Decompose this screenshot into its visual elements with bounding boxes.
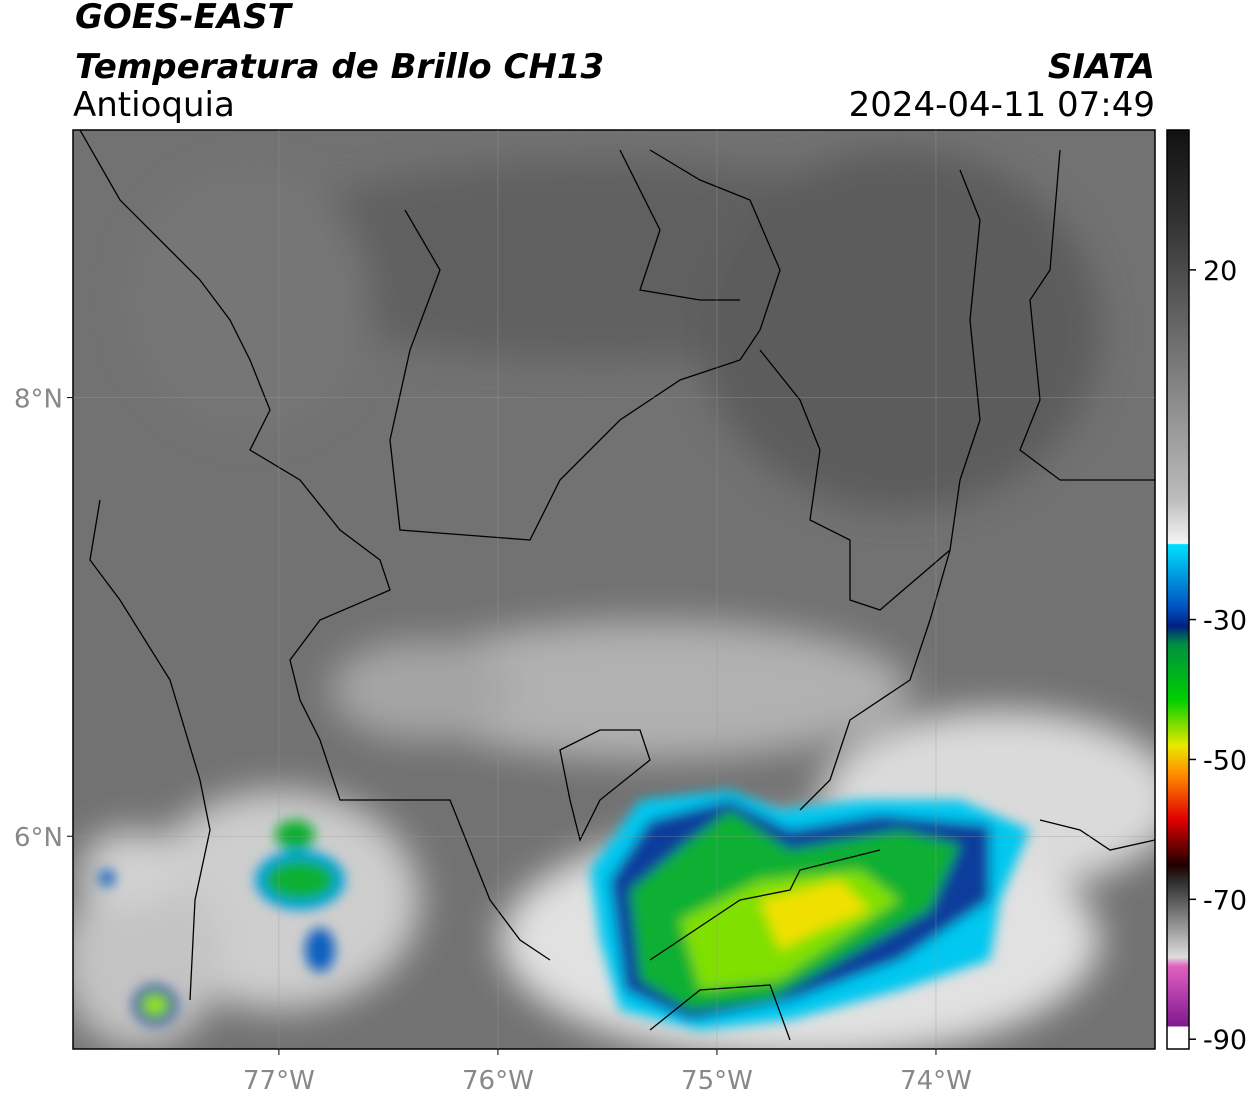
colorbar bbox=[1166, 129, 1190, 1050]
y-tick-label: 6°N bbox=[14, 823, 63, 853]
x-tick-label: 77°W bbox=[243, 1066, 315, 1096]
title: GOES-EAST bbox=[75, 0, 294, 37]
colorbar-label: -50 bbox=[1203, 745, 1247, 776]
x-tick-label: 74°W bbox=[900, 1066, 972, 1096]
x-tick-label: 75°W bbox=[681, 1066, 753, 1096]
source: SIATA bbox=[1048, 47, 1155, 87]
datetime: 2024-04-11 07:49 bbox=[849, 85, 1155, 125]
colorbar-label: -30 bbox=[1203, 606, 1247, 637]
x-tick-label: 76°W bbox=[462, 1066, 534, 1096]
map-frame bbox=[72, 129, 1156, 1050]
colorbar-label: 20 bbox=[1203, 256, 1237, 287]
region: Antioquia bbox=[73, 85, 235, 125]
y-tick-label: 8°N bbox=[14, 385, 63, 415]
satellite-image bbox=[73, 130, 1155, 1049]
colorbar-label: -90 bbox=[1203, 1025, 1247, 1056]
colorbar-label: -70 bbox=[1203, 885, 1247, 916]
boundaries bbox=[79, 130, 1155, 1041]
subtitle: Temperatura de Brillo CH13 bbox=[75, 47, 604, 87]
